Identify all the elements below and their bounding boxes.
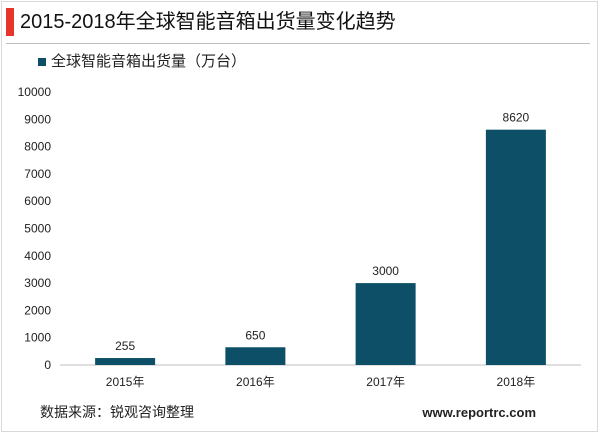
y-tick-label: 1000 [24,331,51,345]
bar [225,347,286,365]
y-tick-label: 7000 [24,167,51,181]
bar-value-label: 3000 [372,264,399,278]
legend-label: 全球智能音箱出货量（万台） [51,53,247,70]
y-tick-label: 10000 [18,85,52,99]
x-tick-label: 2015年 [106,375,145,389]
bar-value-label: 255 [115,339,135,353]
bar [485,129,546,365]
x-tick-label: 2017年 [366,375,405,389]
bar-value-label: 8620 [503,111,530,125]
x-tick-label: 2018年 [497,375,536,389]
y-tick-label: 4000 [24,249,51,263]
y-tick-label: 0 [44,358,51,372]
chart-title: 2015-2018年全球智能音箱出货量变化趋势 [20,11,396,33]
y-tick-label: 2000 [24,303,51,317]
y-tick-label: 3000 [24,276,51,290]
bar [355,283,416,365]
legend-swatch [38,58,46,66]
title-accent-bar [6,8,14,36]
source-website: www.reportrc.com [422,405,536,420]
bar-value-label: 650 [245,328,265,342]
chart-header: 2015-2018年全球智能音箱出货量变化趋势 [0,6,600,44]
y-tick-label: 8000 [24,140,51,154]
bar [95,358,156,365]
x-tick-label: 2016年 [236,375,275,389]
y-tick-label: 6000 [24,194,51,208]
data-source-note: 数据来源：锐观咨询整理 [40,404,194,420]
y-tick-label: 9000 [24,112,51,126]
title-divider [6,43,590,44]
y-tick-label: 5000 [24,222,51,236]
